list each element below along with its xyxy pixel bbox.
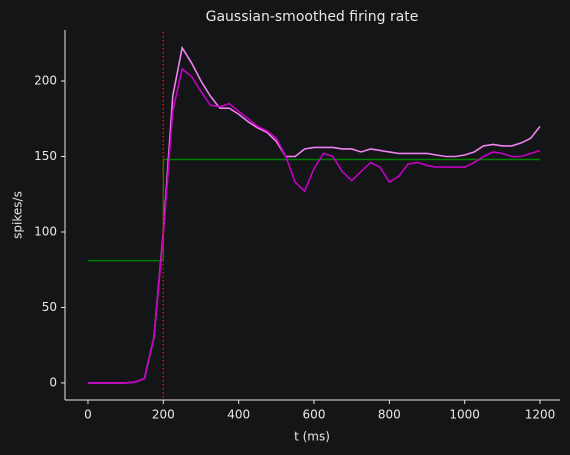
x-tick-label: 200 bbox=[152, 408, 175, 422]
y-tick-label: 50 bbox=[42, 300, 57, 314]
y-tick-label: 150 bbox=[34, 149, 57, 163]
series-line bbox=[87, 67, 541, 384]
y-axis-label: spikes/s bbox=[11, 191, 25, 239]
x-axis-label: t (ms) bbox=[294, 430, 330, 444]
chart-title: Gaussian-smoothed firing rate bbox=[206, 9, 419, 25]
x-tick-label: 800 bbox=[378, 408, 401, 422]
x-tick-label: 400 bbox=[227, 408, 250, 422]
step-line bbox=[87, 158, 541, 262]
x-tick-label: 0 bbox=[84, 408, 92, 422]
x-tick-label: 1200 bbox=[525, 408, 556, 422]
y-tick-label: 200 bbox=[34, 74, 57, 88]
y-tick-label: 100 bbox=[34, 224, 57, 238]
x-tick-label: 600 bbox=[303, 408, 326, 422]
y-tick-label: 0 bbox=[49, 375, 57, 389]
x-tick-label: 1000 bbox=[449, 408, 480, 422]
series-line bbox=[87, 45, 541, 384]
